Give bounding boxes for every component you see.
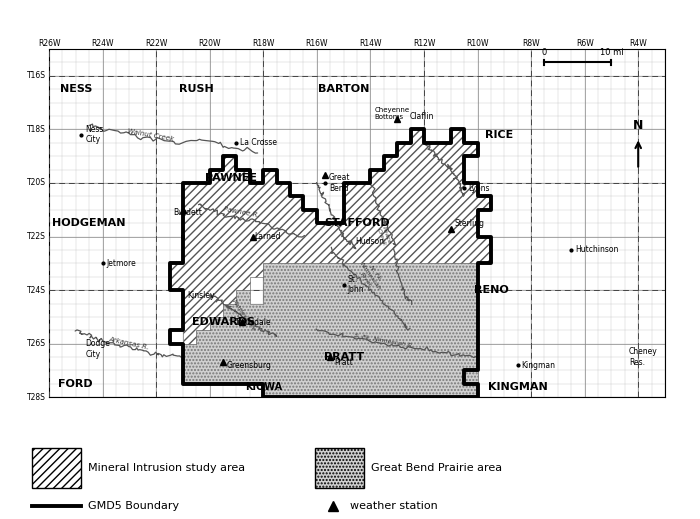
Text: S. Fk. Ninnescah R.: S. Fk. Ninnescah R.	[354, 333, 414, 349]
Text: BARTON: BARTON	[318, 84, 370, 94]
Text: R4W: R4W	[629, 39, 647, 48]
Text: R20W: R20W	[198, 39, 221, 48]
Text: R22W: R22W	[145, 39, 167, 48]
Text: Dodge
City: Dodge City	[85, 339, 110, 359]
Text: R26W: R26W	[38, 39, 60, 48]
Text: Kinsley: Kinsley	[187, 291, 214, 300]
Text: Cheney
Res.: Cheney Res.	[629, 347, 657, 367]
Text: 0: 0	[542, 48, 547, 57]
Text: T22S: T22S	[27, 232, 46, 241]
FancyBboxPatch shape	[315, 448, 364, 488]
Text: Kingman: Kingman	[522, 361, 556, 370]
Text: Sterling: Sterling	[455, 218, 485, 228]
Text: Great Bend Prairie area: Great Bend Prairie area	[371, 463, 502, 473]
Text: STAFFORD: STAFFORD	[324, 218, 390, 228]
Text: RICE: RICE	[485, 130, 513, 140]
Text: Mineral Intrusion study area: Mineral Intrusion study area	[88, 463, 244, 473]
Text: T16S: T16S	[27, 72, 46, 80]
Text: Arkansas R.: Arkansas R.	[108, 336, 150, 351]
Text: HODGEMAN: HODGEMAN	[52, 218, 126, 228]
Text: T18S: T18S	[27, 125, 46, 134]
Text: Lyons: Lyons	[468, 184, 489, 193]
Text: T28S: T28S	[27, 393, 46, 402]
Text: weather station: weather station	[350, 501, 438, 511]
Text: N: N	[633, 119, 643, 132]
Text: R14W: R14W	[359, 39, 382, 48]
Text: GMD5 Boundary: GMD5 Boundary	[88, 501, 178, 511]
Text: Peace
Creek: Peace Creek	[375, 226, 392, 247]
Text: KIOWA: KIOWA	[245, 381, 282, 391]
Text: T26S: T26S	[27, 339, 46, 348]
Text: 10 mi: 10 mi	[600, 48, 623, 57]
Text: R8W: R8W	[522, 39, 540, 48]
Text: Walnut Creek: Walnut Creek	[127, 128, 174, 142]
Text: RUSH: RUSH	[179, 84, 214, 94]
Text: Great
Bend: Great Bend	[329, 173, 351, 193]
Text: N. Fk.
Ninnescah
River: N. Fk. Ninnescah River	[354, 258, 386, 295]
Text: PRATT: PRATT	[323, 352, 364, 362]
Text: Pawnee R.: Pawnee R.	[223, 207, 260, 218]
Text: St.
John: St. John	[348, 275, 364, 294]
Text: Trousdale: Trousdale	[235, 318, 272, 327]
Text: R18W: R18W	[252, 39, 274, 48]
FancyBboxPatch shape	[32, 448, 80, 488]
Text: Larned: Larned	[254, 232, 281, 241]
Polygon shape	[169, 129, 491, 344]
Text: Claflin: Claflin	[410, 112, 433, 120]
Text: R24W: R24W	[91, 39, 114, 48]
Text: NESS: NESS	[60, 84, 92, 94]
Polygon shape	[183, 237, 491, 397]
Text: Burdett: Burdett	[174, 208, 202, 217]
Text: Hutchinson: Hutchinson	[575, 245, 619, 254]
Text: KINGMAN: KINGMAN	[488, 381, 547, 391]
Text: T20S: T20S	[27, 179, 46, 187]
Text: FORD: FORD	[59, 379, 93, 389]
Text: R6W: R6W	[576, 39, 594, 48]
Text: La Crosse: La Crosse	[241, 139, 277, 147]
Text: R10W: R10W	[466, 39, 489, 48]
Text: Ness
City: Ness City	[85, 125, 104, 144]
Text: R12W: R12W	[413, 39, 435, 48]
Text: Pratt: Pratt	[334, 358, 353, 367]
Text: Greensburg: Greensburg	[227, 361, 272, 370]
Text: T24S: T24S	[27, 285, 46, 295]
Text: Rattlesnake
Ck.: Rattlesnake Ck.	[227, 298, 257, 335]
Text: Hudson: Hudson	[356, 237, 385, 247]
Text: Jetmore: Jetmore	[106, 259, 136, 268]
Text: Cheyenne
Bottoms: Cheyenne Bottoms	[374, 107, 409, 120]
Text: R16W: R16W	[306, 39, 328, 48]
Text: RENO: RENO	[473, 285, 508, 295]
Text: PAWNEE: PAWNEE	[205, 173, 257, 183]
Text: EDWARDS: EDWARDS	[192, 317, 255, 327]
